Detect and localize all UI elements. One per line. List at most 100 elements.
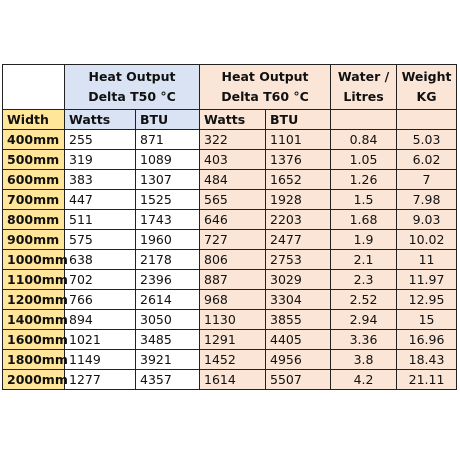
value-cell: 0.84: [330, 129, 398, 150]
header-line: Heat Output: [221, 69, 309, 84]
value-cell: 18.43: [396, 349, 458, 370]
data-row: 600mm 383 1307 484 1652 1.26 7: [2, 169, 458, 190]
value-cell: 255: [64, 129, 136, 150]
value-cell: 4.2: [330, 369, 398, 390]
value-cell: 2.1: [330, 249, 398, 270]
data-row: 400mm 255 871 322 1101 0.84 5.03: [2, 129, 458, 150]
column-header: Watts: [199, 109, 267, 130]
subheader-row: Width Watts BTU Watts BTU: [2, 109, 458, 130]
value-cell: 2477: [265, 229, 332, 250]
value-cell: 887: [199, 269, 267, 290]
header-line: Heat Output: [88, 69, 176, 84]
value-cell: 1376: [265, 149, 332, 170]
value-cell: 10.02: [396, 229, 458, 250]
heat-output-table: Heat Output Delta T50 °C Heat Output Delta …: [2, 64, 458, 390]
value-cell: 575: [64, 229, 136, 250]
width-cell: 1800mm: [2, 349, 68, 370]
width-cell: 1400mm: [2, 309, 68, 330]
width-cell: 1000mm: [2, 249, 68, 270]
value-cell: 1101: [265, 129, 332, 150]
value-cell: 11: [396, 249, 458, 270]
data-row: 800mm 511 1743 646 2203 1.68 9.03: [2, 209, 458, 230]
width-cell: 700mm: [2, 189, 65, 210]
value-cell: 7.98: [396, 189, 458, 210]
value-cell: 322: [199, 129, 267, 150]
value-cell: 646: [199, 209, 267, 230]
value-cell: 15: [396, 309, 458, 330]
value-cell: 2178: [134, 249, 201, 270]
width-cell: 2000mm: [2, 369, 68, 390]
header-line: Delta T50 °C: [88, 89, 176, 104]
value-cell: 3304: [265, 289, 332, 310]
value-cell: 1021: [64, 329, 136, 350]
value-cell: 1.68: [330, 209, 398, 230]
data-row: 1600mm 1021 3485 1291 4405 3.36 16.96: [2, 329, 458, 350]
width-cell: 1200mm: [2, 289, 68, 310]
value-cell: 2.3: [330, 269, 398, 290]
value-cell: 3.8: [330, 349, 398, 370]
group-header: Heat Output Delta T60 °C: [199, 64, 332, 110]
value-cell: 1928: [265, 189, 332, 210]
value-cell: 1130: [199, 309, 267, 330]
value-cell: 1149: [64, 349, 136, 370]
value-cell: 894: [64, 309, 136, 330]
data-row: 900mm 575 1960 727 2477 1.9 10.02: [2, 229, 458, 250]
data-row: 700mm 447 1525 565 1928 1.5 7.98: [2, 189, 458, 210]
value-cell: 4357: [134, 369, 201, 390]
group-header: Heat Output Delta T50 °C: [63, 64, 201, 110]
value-cell: 4956: [265, 349, 332, 370]
table-body: Heat Output Delta T50 °C Heat Output Delta …: [2, 64, 458, 390]
value-cell: 2203: [265, 209, 332, 230]
value-cell: 11.97: [396, 269, 458, 290]
value-cell: 2396: [134, 269, 201, 290]
value-cell: 16.96: [396, 329, 458, 350]
value-cell: 7: [396, 169, 458, 190]
value-cell: 6.02: [396, 149, 458, 170]
value-cell: 319: [64, 149, 136, 170]
blank-cell: [396, 109, 458, 130]
value-cell: 727: [199, 229, 267, 250]
value-cell: 5.03: [396, 129, 458, 150]
width-cell: 600mm: [2, 169, 65, 190]
width-cell: 1600mm: [2, 329, 68, 350]
value-cell: 2614: [134, 289, 201, 310]
value-cell: 484: [199, 169, 267, 190]
value-cell: 1743: [134, 209, 201, 230]
value-cell: 1.26: [330, 169, 398, 190]
width-cell: 1100mm: [2, 269, 68, 290]
value-cell: 9.03: [396, 209, 458, 230]
value-cell: 1960: [134, 229, 201, 250]
data-row: 1000mm 638 2178 806 2753 2.1 11: [2, 249, 458, 270]
column-header: Watts: [64, 109, 136, 130]
value-cell: 871: [134, 129, 201, 150]
value-cell: 565: [199, 189, 267, 210]
group-header: Water / Litres: [330, 64, 398, 110]
width-cell: 400mm: [2, 129, 65, 150]
header-line: Delta T60 °C: [221, 89, 309, 104]
value-cell: 447: [64, 189, 136, 210]
value-cell: 21.11: [396, 369, 458, 390]
value-cell: 638: [64, 249, 136, 270]
width-cell: 500mm: [2, 149, 65, 170]
value-cell: 12.95: [396, 289, 458, 310]
data-row: 500mm 319 1089 403 1376 1.05 6.02: [2, 149, 458, 170]
value-cell: 1525: [134, 189, 201, 210]
value-cell: 702: [64, 269, 136, 290]
value-cell: 2.52: [330, 289, 398, 310]
table-wrap: Heat Output Delta T50 °C Heat Output Delta …: [2, 64, 458, 390]
value-cell: 1.5: [330, 189, 398, 210]
data-row: 1200mm 766 2614 968 3304 2.52 12.95: [2, 289, 458, 310]
blank-cell: [330, 109, 398, 130]
value-cell: 1307: [134, 169, 201, 190]
value-cell: 3050: [134, 309, 201, 330]
value-cell: 1614: [199, 369, 267, 390]
column-header: BTU: [265, 109, 332, 130]
value-cell: 968: [199, 289, 267, 310]
value-cell: 806: [199, 249, 267, 270]
value-cell: 3029: [265, 269, 332, 290]
header-row: Heat Output Delta T50 °C Heat Output Delta …: [2, 64, 458, 110]
column-header: BTU: [134, 109, 201, 130]
group-header: Weight KG: [396, 64, 458, 110]
header-line: KG: [416, 89, 437, 104]
data-row: 2000mm 1277 4357 1614 5507 4.2 21.11: [2, 369, 458, 390]
